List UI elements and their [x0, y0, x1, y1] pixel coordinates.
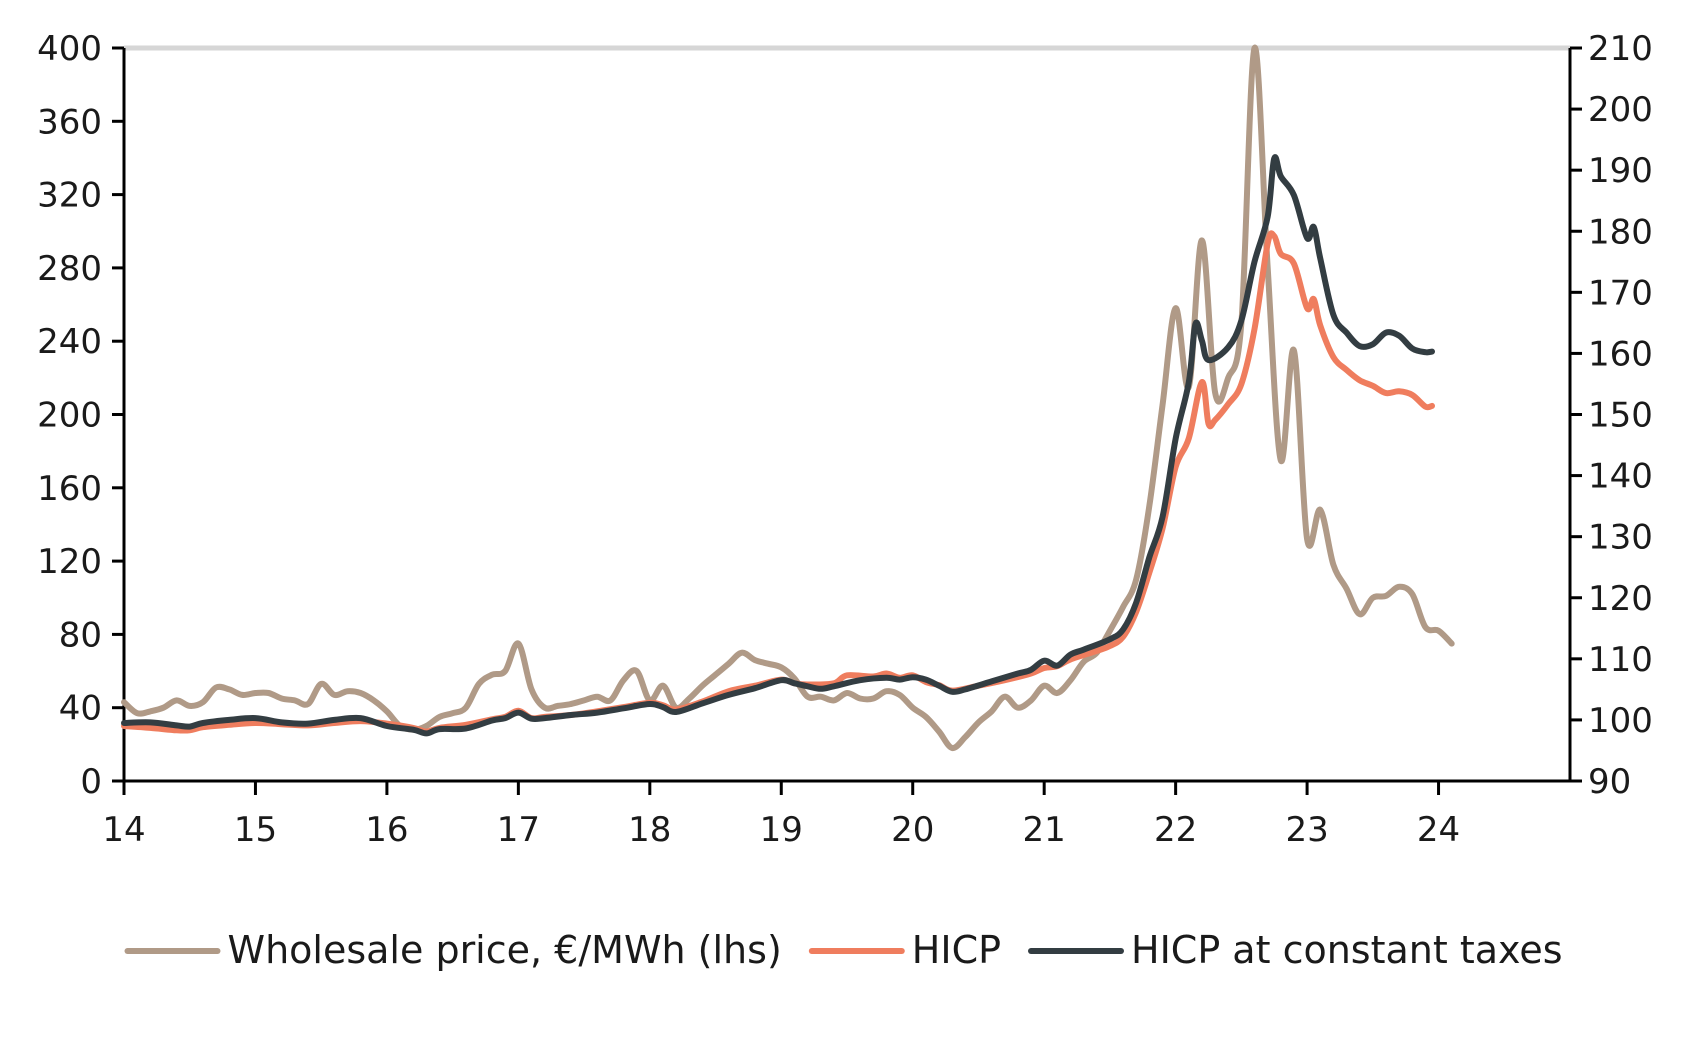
right-tick-label: 180 — [1588, 212, 1653, 252]
left-tick-label: 160 — [37, 469, 102, 509]
left-tick-label: 280 — [37, 249, 102, 289]
x-tick-label: 19 — [760, 810, 803, 850]
left-tick-label: 0 — [80, 762, 102, 802]
series-line-hicp — [121, 230, 1435, 735]
legend: Wholesale price, €/MWh (lhs) HICP HICP at … — [124, 928, 1563, 972]
left-tick-label: 80 — [59, 615, 102, 655]
right-tick-label: 100 — [1588, 701, 1653, 741]
legend-label: HICP — [912, 928, 1001, 972]
x-tick-label: 24 — [1417, 810, 1460, 850]
x-tick-label: 20 — [891, 810, 934, 850]
right-tick-label: 140 — [1588, 457, 1653, 497]
right-y-axis: 90 100 110 120 130 140 150 160 170 180 190 200 210 — [1568, 29, 1653, 802]
left-tick-label: 400 — [37, 29, 102, 69]
right-tick-label: 150 — [1588, 396, 1653, 436]
legend-item: HICP — [808, 928, 1001, 972]
x-axis: 14 15 16 17 18 19 20 21 22 23 24 — [102, 779, 1570, 850]
x-tick-label: 18 — [628, 810, 671, 850]
series-lines — [121, 44, 1455, 752]
left-tick-label: 360 — [37, 102, 102, 142]
x-tick-label: 15 — [234, 810, 277, 850]
x-tick-label: 21 — [1023, 810, 1066, 850]
x-tick-label: 23 — [1285, 810, 1328, 850]
legend-item: Wholesale price, €/MWh (lhs) — [124, 928, 782, 972]
legend-label: HICP at constant taxes — [1131, 928, 1563, 972]
left-tick-label: 320 — [37, 176, 102, 216]
right-tick-label: 90 — [1588, 762, 1631, 802]
legend-item: HICP at constant taxes — [1028, 928, 1563, 972]
left-tick-label: 240 — [37, 322, 102, 362]
right-tick-label: 130 — [1588, 518, 1653, 558]
right-tick-label: 160 — [1588, 334, 1653, 374]
right-tick-label: 170 — [1588, 273, 1653, 313]
series-line-wholesale-price — [121, 44, 1455, 752]
series-line-hicp-constant-taxes — [121, 154, 1435, 737]
left-tick-label: 200 — [37, 396, 102, 436]
x-tick-label: 17 — [497, 810, 540, 850]
right-tick-label: 190 — [1588, 151, 1653, 191]
x-tick-label: 16 — [365, 810, 408, 850]
x-tick-label: 22 — [1154, 810, 1197, 850]
right-tick-label: 200 — [1588, 90, 1653, 130]
left-y-axis: 0 40 80 120 160 200 240 280 320 360 400 — [37, 29, 126, 802]
left-tick-label: 120 — [37, 542, 102, 582]
legend-label: Wholesale price, €/MWh (lhs) — [228, 928, 782, 972]
right-tick-label: 120 — [1588, 579, 1653, 619]
x-tick-label: 14 — [102, 810, 145, 850]
right-tick-label: 110 — [1588, 640, 1653, 680]
left-tick-label: 40 — [59, 689, 102, 729]
right-tick-label: 210 — [1588, 29, 1653, 69]
